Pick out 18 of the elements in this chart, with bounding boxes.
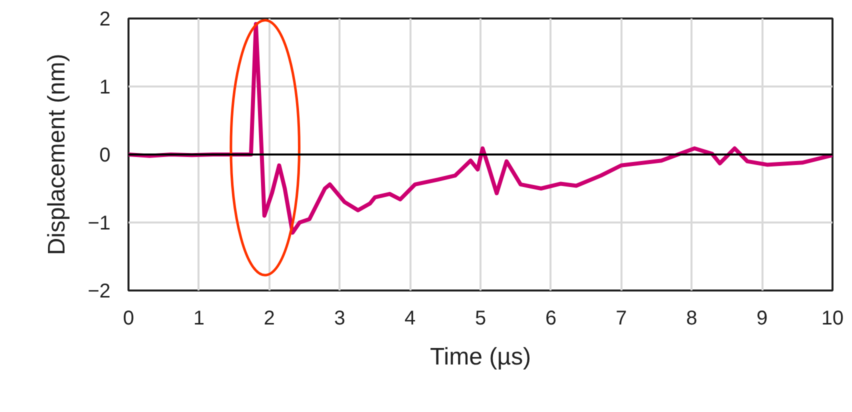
y-tick-label: 1 (99, 76, 110, 98)
x-tick-label: 8 (686, 308, 698, 330)
x-axis-title: Time (µs) (430, 344, 531, 370)
x-tick-label: 3 (334, 308, 346, 330)
y-tick-label: −2 (88, 280, 111, 302)
x-tick-label: 9 (756, 308, 768, 330)
x-tick-label: 1 (193, 308, 204, 330)
x-tick-label: 4 (404, 308, 416, 330)
x-tick-label: 6 (545, 308, 556, 330)
y-tick-label: −1 (88, 212, 111, 234)
y-tick-label: 2 (99, 8, 110, 30)
x-tick-label: 0 (122, 308, 134, 330)
x-tick-label: 5 (474, 308, 486, 330)
y-tick-label: 0 (99, 144, 110, 166)
x-tick-label: 2 (264, 308, 275, 330)
y-axis-title: Displacement (nm) (44, 54, 71, 256)
x-tick-label: 10 (821, 308, 844, 330)
x-tick-label: 7 (616, 308, 627, 330)
